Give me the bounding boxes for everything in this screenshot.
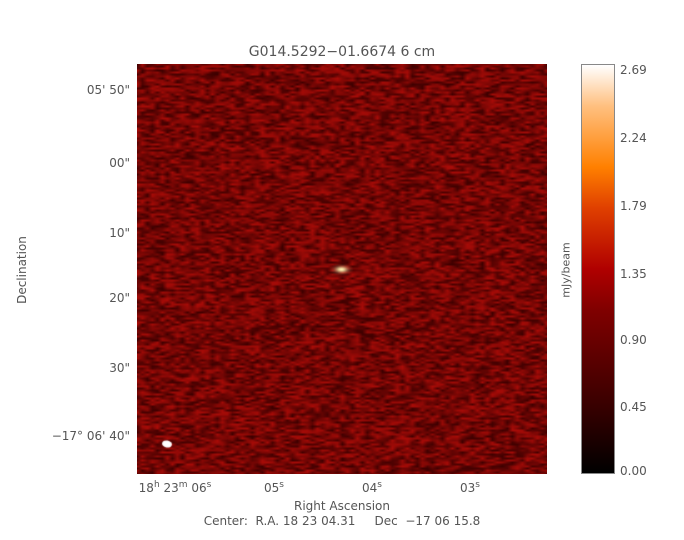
m-val: 23	[159, 481, 179, 495]
h-val: 18	[138, 481, 154, 495]
s-val: 03	[460, 481, 476, 495]
x-tick-label: 05s	[264, 480, 284, 495]
s-sup: s	[475, 480, 480, 490]
s-val: 05	[264, 481, 280, 495]
center-coordinates: Center: R.A. 18 23 04.31 Dec −17 06 15.8	[203, 514, 481, 528]
y-tick-label: 05' 50"	[86, 83, 130, 97]
x-tick-label: 18h 23m 06s	[139, 480, 212, 495]
y-tick-label: 30"	[109, 361, 130, 375]
x-axis-label: Right Ascension	[294, 499, 390, 513]
colorbar-tick: 1.35	[620, 267, 647, 281]
s-sup: s	[377, 480, 382, 490]
colorbar-tick: 1.79	[620, 199, 647, 213]
colorbar-tick: 2.24	[620, 131, 647, 145]
x-tick-label: 03s	[460, 480, 480, 495]
colorbar-tick: 0.90	[620, 333, 647, 347]
s-sup: s	[206, 480, 212, 490]
y-tick-label: −17° 06' 40"	[51, 429, 130, 443]
y-axis-label: Declination	[15, 236, 29, 304]
colorbar-tick: 0.00	[620, 464, 647, 478]
s-val: 06	[187, 481, 207, 495]
m-sup: m	[178, 480, 188, 490]
y-tick-label: 10"	[109, 226, 130, 240]
colorbar-tick: 0.45	[620, 400, 647, 414]
colorbar-label: mJy/beam	[559, 242, 573, 298]
colorbar-tick: 2.69	[620, 63, 647, 77]
h-sup: h	[153, 480, 160, 490]
s-val: 04	[362, 481, 378, 495]
x-tick-label: 04s	[362, 480, 382, 495]
y-tick-label: 00"	[109, 156, 130, 170]
s-sup: s	[279, 480, 284, 490]
chart-title: G014.5292−01.6674 6 cm	[248, 44, 436, 60]
intensity-map	[137, 64, 547, 474]
colorbar	[581, 64, 615, 474]
y-tick-label: 20"	[109, 291, 130, 305]
